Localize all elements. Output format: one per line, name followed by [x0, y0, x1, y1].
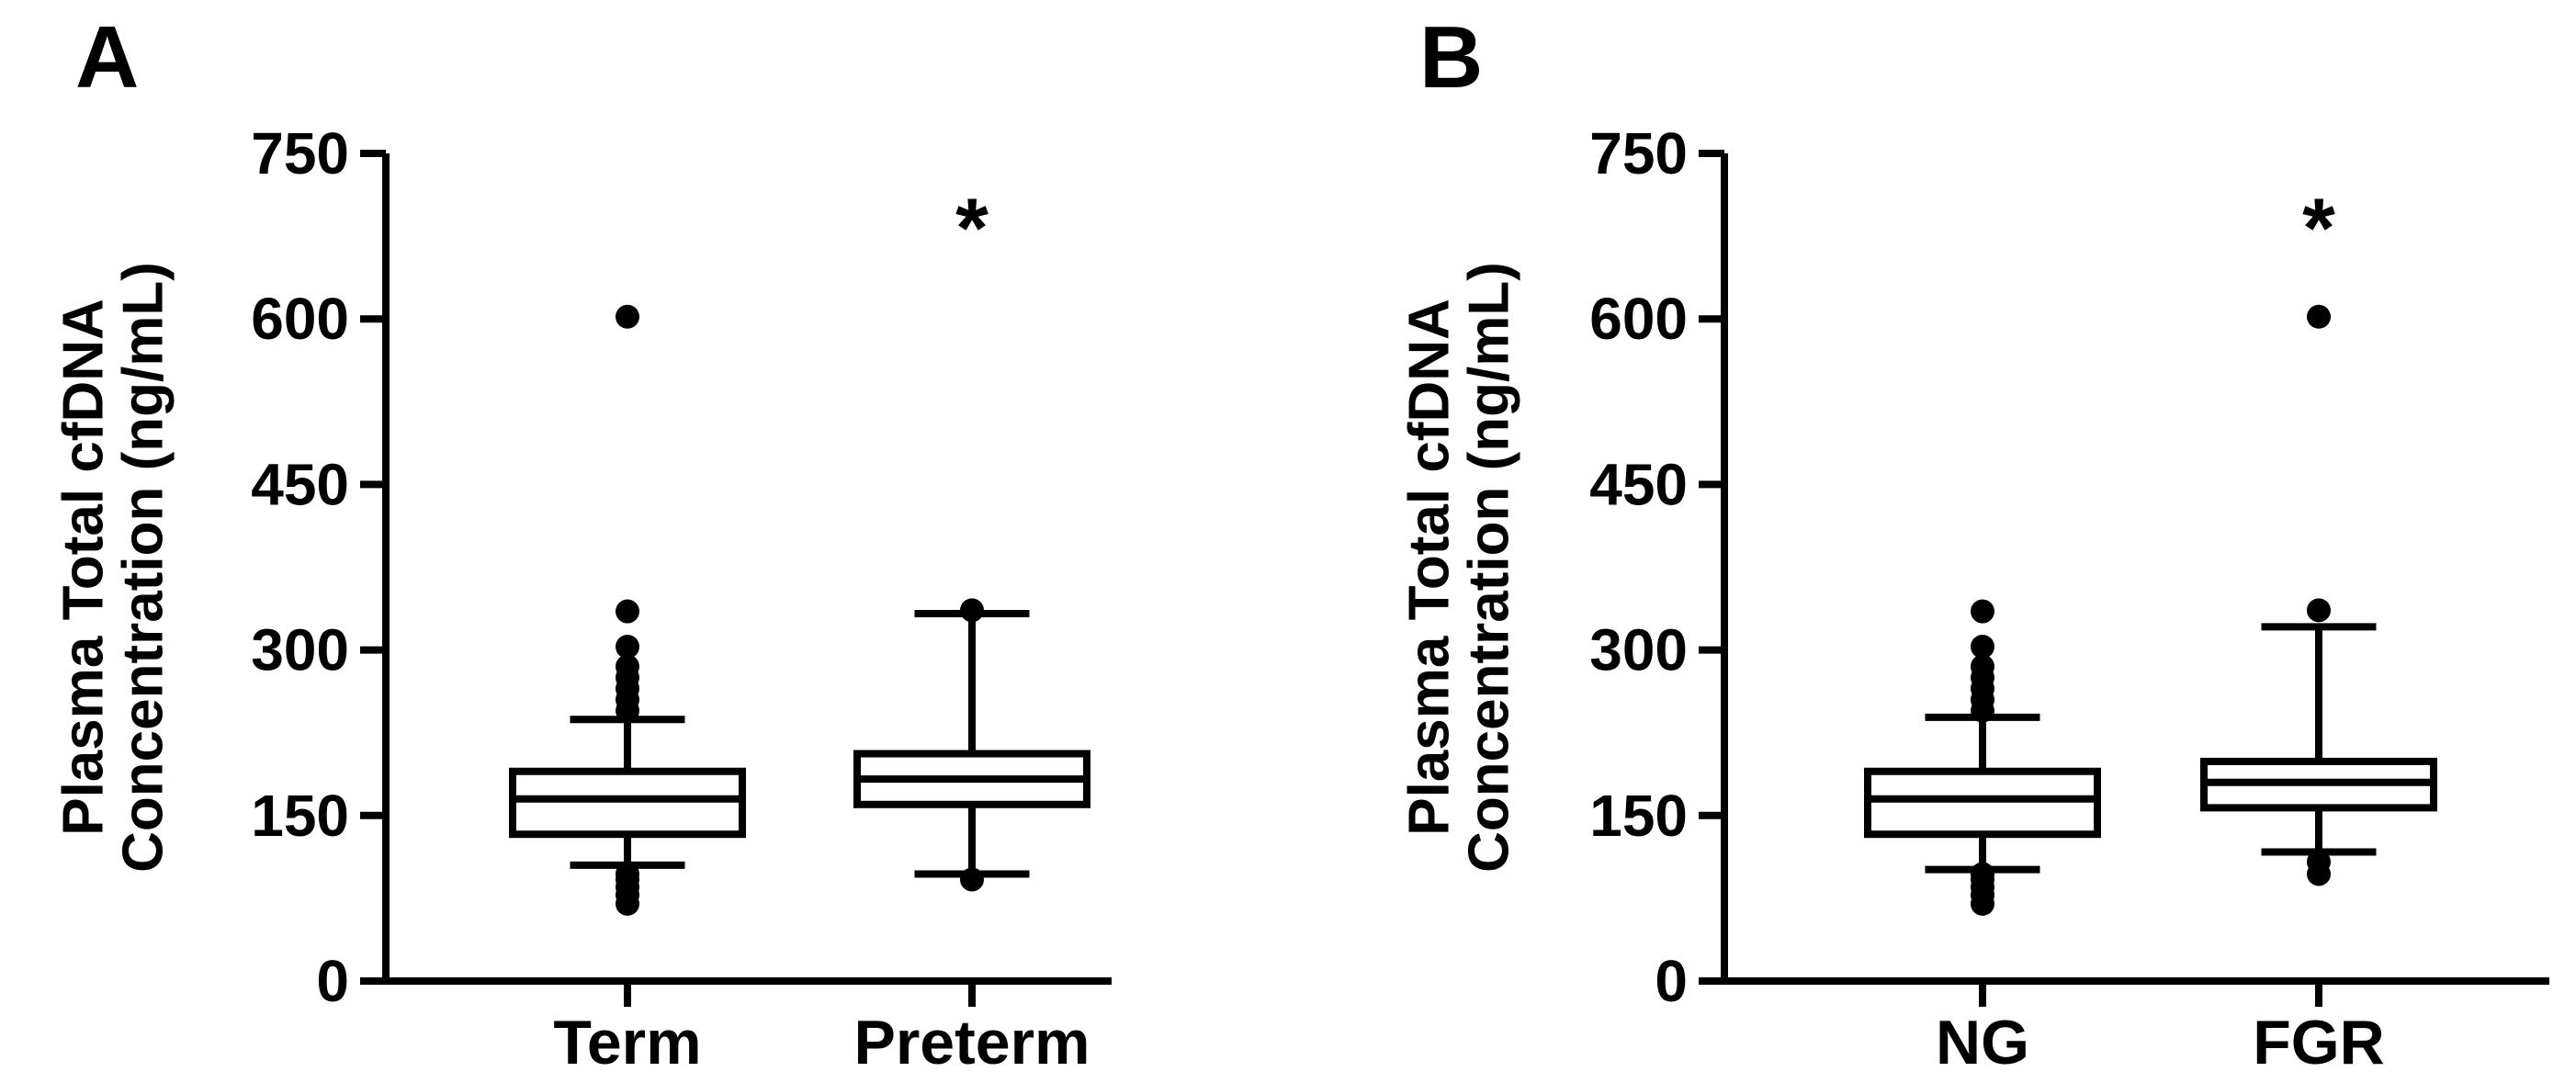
panel-letter: B: [1419, 8, 1483, 107]
y-tick-label: 750: [1589, 120, 1688, 186]
y-tick-label: 300: [1589, 617, 1688, 683]
y-tick-label: 0: [316, 948, 349, 1014]
significance-marker: *: [2302, 182, 2335, 276]
x-category-label: Preterm: [853, 1008, 1090, 1077]
outlier-point: [1971, 862, 1994, 886]
y-tick-label: 300: [251, 617, 349, 683]
outlier-point: [1971, 599, 1994, 624]
y-tick-label: 450: [251, 451, 349, 517]
box-iqr: [509, 767, 746, 839]
outlier-point: [616, 654, 639, 679]
y-axis-title-line1: Plasma Total cfDNA: [51, 299, 115, 836]
x-category-label: Term: [553, 1008, 701, 1077]
y-tick-label: 450: [1589, 451, 1688, 517]
x-category-label: NG: [1936, 1008, 2029, 1077]
y-tick-label: 600: [251, 286, 349, 352]
panel-letter: A: [75, 8, 139, 107]
significance-marker: *: [955, 182, 989, 276]
y-tick-label: 150: [1589, 783, 1688, 849]
y-axis-title-line2: Concentration (ng/mL): [111, 262, 175, 873]
outlier-point: [1971, 654, 1994, 679]
outlier-point: [2307, 850, 2331, 874]
outlier-point: [616, 634, 639, 659]
y-tick-label: 750: [251, 120, 349, 186]
outlier-point: [616, 599, 639, 624]
outlier-point: [616, 304, 639, 329]
y-tick-label: 150: [251, 783, 349, 849]
outlier-point: [960, 867, 984, 892]
outlier-point: [2307, 598, 2331, 623]
outlier-point: [2307, 304, 2331, 329]
y-axis-title-line1: Plasma Total cfDNA: [1397, 299, 1461, 836]
y-tick-label: 0: [1655, 948, 1688, 1014]
box-iqr: [1864, 767, 2101, 839]
outlier-point: [1971, 634, 1994, 659]
x-category-label: FGR: [2253, 1008, 2385, 1077]
outlier-point: [616, 862, 639, 886]
outlier-point: [960, 598, 984, 623]
y-axis-title-line2: Concentration (ng/mL): [1457, 262, 1520, 873]
y-tick-label: 600: [1589, 286, 1688, 352]
